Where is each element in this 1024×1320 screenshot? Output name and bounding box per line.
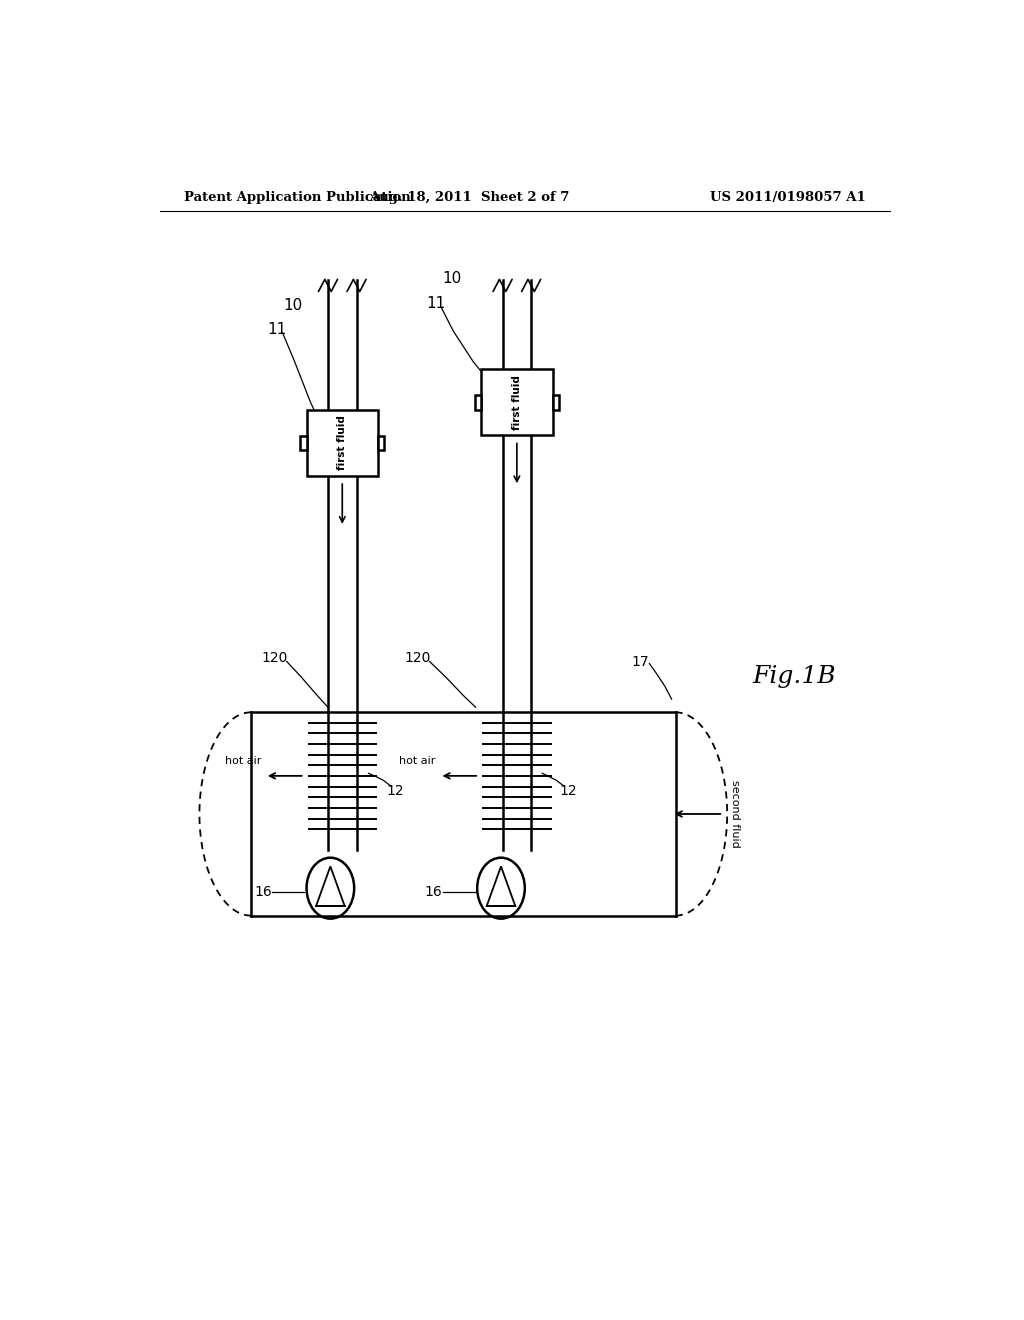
Text: Aug. 18, 2011  Sheet 2 of 7: Aug. 18, 2011 Sheet 2 of 7 [369, 190, 569, 203]
Text: hot air: hot air [399, 755, 435, 766]
Text: 10: 10 [442, 271, 462, 286]
Text: hot air: hot air [224, 755, 261, 766]
Text: second fluid: second fluid [730, 780, 740, 847]
Text: 11: 11 [267, 322, 287, 337]
Bar [300, 436, 306, 450]
Text: Patent Application Publication: Patent Application Publication [183, 190, 411, 203]
Bar [306, 411, 378, 477]
Text: 12: 12 [560, 784, 578, 797]
Bar [475, 395, 481, 409]
Bar [378, 436, 384, 450]
Bar [553, 395, 559, 409]
Text: 10: 10 [284, 298, 303, 313]
Bar [481, 370, 553, 436]
Text: first fluid: first fluid [337, 416, 347, 470]
Text: first fluid: first fluid [512, 375, 522, 430]
Text: 16: 16 [254, 886, 271, 899]
Text: 17: 17 [631, 655, 648, 668]
Text: Fig.1B: Fig.1B [753, 665, 837, 688]
Text: 11: 11 [426, 296, 445, 312]
Text: 16: 16 [425, 886, 442, 899]
Text: 12: 12 [387, 784, 404, 797]
Text: 120: 120 [261, 652, 288, 665]
Text: US 2011/0198057 A1: US 2011/0198057 A1 [711, 190, 866, 203]
Text: 120: 120 [404, 652, 431, 665]
